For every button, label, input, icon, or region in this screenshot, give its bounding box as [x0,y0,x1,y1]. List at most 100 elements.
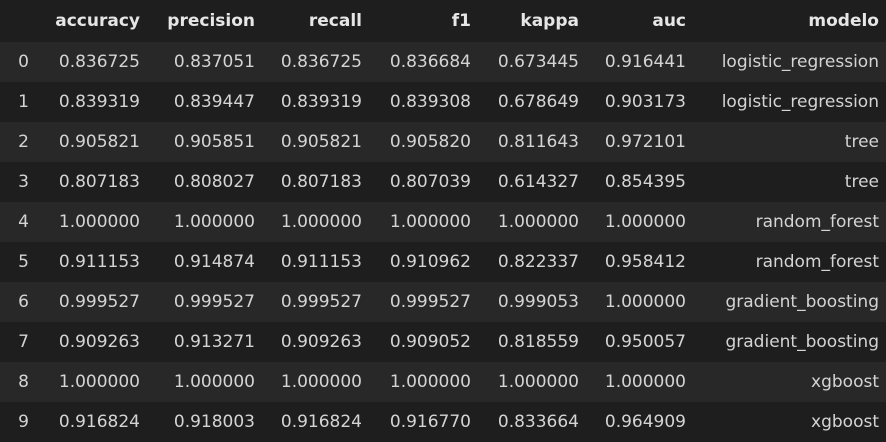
table-row: 2 0.905821 0.905851 0.905821 0.905820 0.81164… [0,122,886,162]
table-cell: 0.833664 [497,412,579,432]
table-cell: 0.909263 [58,332,140,352]
table-cell: 1.000000 [58,212,140,232]
table-row: 7 0.909263 0.913271 0.909263 0.909052 0.81855… [0,322,886,362]
table-cell: logistic_regression [721,52,879,72]
table-cell: 0.836725 [58,52,140,72]
column-header-recall: recall [308,11,362,31]
table-cell: 0.807183 [58,172,140,192]
column-header-modelo: modelo [808,11,879,31]
table-cell: 0.916770 [389,412,471,432]
row-index: 3 [18,172,29,192]
table-cell: 0.807039 [389,172,471,192]
table-cell: 1.000000 [604,292,686,312]
table-cell: 0.818559 [497,332,579,352]
table-cell: 0.811643 [497,132,579,152]
table-cell: 0.916824 [280,412,362,432]
table-cell: xgboost [811,412,879,432]
row-index: 0 [18,52,29,72]
table-cell: tree [844,172,879,192]
table-cell: 0.916441 [604,52,686,72]
header-row: accuracy precision recall f1 kappa auc m… [0,0,886,42]
table-cell: 0.837051 [173,52,255,72]
row-index: 5 [18,252,29,272]
row-index: 4 [18,212,29,232]
table-cell: 0.905820 [389,132,471,152]
table-cell: xgboost [811,372,879,392]
row-index: 2 [18,132,29,152]
row-index: 7 [18,332,29,352]
table-cell: 0.614327 [497,172,579,192]
table-cell: 1.000000 [280,212,362,232]
table-cell: 1.000000 [58,372,140,392]
table-cell: 0.999527 [58,292,140,312]
table-cell: 0.918003 [173,412,255,432]
table-cell: 0.914874 [173,252,255,272]
table-cell: 0.999527 [173,292,255,312]
table-cell: 1.000000 [604,372,686,392]
table-row: 4 1.000000 1.000000 1.000000 1.000000 1.00000… [0,202,886,242]
table-cell: random_forest [755,252,879,272]
table-cell: 1.000000 [173,372,255,392]
table-cell: 0.678649 [497,92,579,112]
table-cell: 1.000000 [497,372,579,392]
table-cell: 0.822337 [497,252,579,272]
table-cell: 0.839447 [173,92,255,112]
table-row: 0 0.836725 0.837051 0.836725 0.836684 0.67344… [0,42,886,82]
column-header-auc: auc [652,11,686,31]
table-cell: 0.854395 [604,172,686,192]
table-cell: gradient_boosting [725,332,879,352]
table-cell: 0.839308 [389,92,471,112]
row-index: 6 [18,292,29,312]
table-cell: 1.000000 [173,212,255,232]
table-body: 0 0.836725 0.837051 0.836725 0.836684 0.67344… [0,42,886,442]
table-cell: 0.905821 [58,132,140,152]
table-cell: 0.911153 [280,252,362,272]
table-cell: logistic_regression [721,92,879,112]
table-cell: 0.913271 [173,332,255,352]
table-cell: 0.911153 [58,252,140,272]
table-cell: 1.000000 [389,372,471,392]
column-header-f1: f1 [451,11,471,31]
table-cell: tree [844,132,879,152]
table-cell: 0.909052 [389,332,471,352]
table-cell: 0.839319 [58,92,140,112]
table-cell: 0.972101 [604,132,686,152]
table-row: 6 0.999527 0.999527 0.999527 0.999527 0.99905… [0,282,886,322]
row-index: 9 [18,412,29,432]
row-index: 8 [18,372,29,392]
table-cell: 0.836684 [389,52,471,72]
table-cell: 0.903173 [604,92,686,112]
table-cell: 0.999527 [389,292,471,312]
table-cell: 0.910962 [389,252,471,272]
table-cell: gradient_boosting [725,292,879,312]
table-cell: 0.905851 [173,132,255,152]
table-cell: 0.999527 [280,292,362,312]
table-cell: random_forest [755,212,879,232]
table-cell: 0.950057 [604,332,686,352]
column-header-kappa: kappa [520,11,579,31]
table-row: 3 0.807183 0.808027 0.807183 0.807039 0.61432… [0,162,886,202]
table-cell: 0.807183 [280,172,362,192]
table-cell: 0.905821 [280,132,362,152]
table-row: 1 0.839319 0.839447 0.839319 0.839308 0.67864… [0,82,886,122]
row-index: 1 [18,92,29,112]
table-row: 9 0.916824 0.918003 0.916824 0.916770 0.83366… [0,402,886,442]
table-cell: 0.958412 [604,252,686,272]
table-row: 8 1.000000 1.000000 1.000000 1.000000 1.00000… [0,362,886,402]
table-header: accuracy precision recall f1 kappa auc m… [0,0,886,42]
table-cell: 0.999053 [497,292,579,312]
table-cell: 0.964909 [604,412,686,432]
table-cell: 0.839319 [280,92,362,112]
table-cell: 1.000000 [497,212,579,232]
column-header-precision: precision [167,11,255,31]
table-row: 5 0.911153 0.914874 0.911153 0.910962 0.82233… [0,242,886,282]
column-header-accuracy: accuracy [55,11,140,31]
table-cell: 1.000000 [604,212,686,232]
table-cell: 0.916824 [58,412,140,432]
table-cell: 0.909263 [280,332,362,352]
table-cell: 1.000000 [280,372,362,392]
table-cell: 0.836725 [280,52,362,72]
table-cell: 0.673445 [497,52,579,72]
